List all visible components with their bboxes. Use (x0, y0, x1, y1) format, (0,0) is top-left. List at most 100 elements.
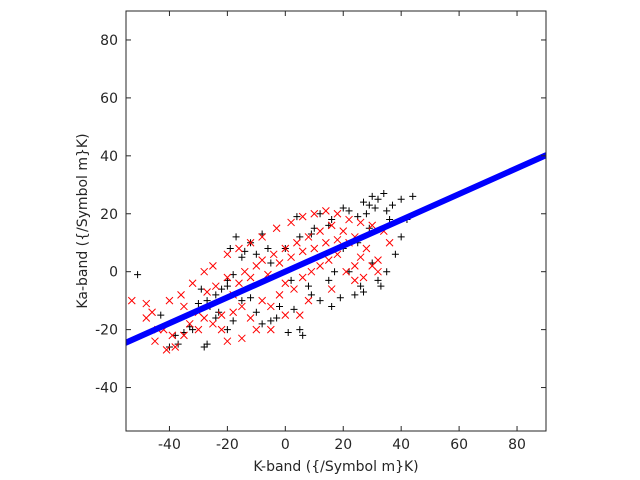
data-point (276, 302, 284, 310)
data-point (287, 218, 295, 227)
data-point (281, 311, 290, 319)
data-point (185, 319, 194, 328)
x-tick-label: -40 (158, 437, 181, 453)
y-tick-label: -20 (95, 323, 118, 339)
data-point (223, 250, 232, 259)
data-point (238, 334, 246, 343)
data-point (304, 233, 313, 241)
data-point (336, 294, 344, 302)
data-point (200, 267, 209, 276)
data-point (194, 325, 203, 334)
data-point (324, 256, 333, 264)
data-point (272, 224, 281, 233)
data-point (266, 325, 275, 334)
series-1 (127, 207, 394, 354)
data-point (127, 296, 136, 305)
data-point (316, 227, 324, 235)
data-point (327, 221, 336, 230)
data-point (188, 279, 197, 288)
data-point (377, 282, 385, 290)
data-point (380, 189, 388, 197)
data-point (360, 288, 368, 296)
data-point (307, 267, 316, 276)
fit-line (126, 152, 546, 346)
data-point (238, 297, 246, 305)
data-point (397, 233, 405, 241)
data-point (397, 195, 405, 203)
data-point (194, 300, 202, 308)
data-point (333, 209, 342, 218)
data-point (281, 279, 290, 288)
data-point (327, 285, 336, 293)
data-point (165, 296, 174, 305)
y-tick-label: -40 (95, 381, 118, 397)
data-point (290, 305, 298, 313)
data-point (304, 296, 313, 305)
data-point (360, 198, 368, 206)
data-point (200, 343, 208, 351)
data-point (267, 317, 275, 325)
data-point (328, 302, 336, 310)
data-point (275, 259, 284, 267)
data-point (339, 204, 347, 212)
data-point (362, 244, 371, 253)
data-point (217, 311, 226, 319)
data-point (290, 285, 298, 293)
data-point (252, 325, 261, 334)
data-point (316, 262, 324, 270)
data-point (391, 250, 399, 258)
data-point (284, 329, 292, 337)
data-point (322, 238, 330, 247)
data-point (168, 331, 177, 340)
data-point (211, 282, 220, 291)
data-point (203, 297, 211, 305)
data-point (304, 282, 312, 290)
y-tick-label: 80 (100, 33, 118, 49)
data-point (223, 273, 232, 282)
data-point (359, 273, 368, 282)
data-point (368, 192, 376, 200)
data-point (295, 311, 304, 319)
data-point (357, 282, 365, 290)
data-point (258, 320, 266, 328)
data-point (345, 207, 353, 215)
data-point (157, 311, 165, 319)
data-point (298, 212, 307, 221)
data-point (362, 210, 370, 218)
data-point (235, 244, 243, 253)
data-point (322, 207, 330, 215)
data-point (275, 291, 284, 299)
data-point (252, 308, 260, 316)
data-point (258, 256, 266, 264)
data-point (350, 262, 359, 270)
data-point (409, 192, 417, 200)
data-point (142, 299, 151, 308)
data-point (296, 326, 304, 334)
data-point (177, 291, 185, 299)
data-point (325, 276, 333, 284)
data-point (264, 245, 272, 253)
data-point (328, 216, 336, 224)
x-tick-label: 80 (508, 437, 526, 453)
data-point (258, 296, 266, 305)
data-point (180, 331, 188, 340)
data-point (350, 276, 359, 285)
data-point (238, 253, 246, 261)
x-axis-label: K-band ({/Symbol m}K) (253, 459, 418, 475)
data-point (342, 267, 350, 276)
data-point (356, 253, 365, 262)
data-point (293, 213, 301, 221)
y-tick-label: 40 (100, 149, 118, 165)
data-point (252, 250, 260, 258)
data-point (371, 204, 379, 212)
data-point (232, 233, 240, 241)
y-axis-label: Ka-band ({/Symbol m}K) (75, 133, 91, 308)
data-point (203, 340, 211, 348)
data-point (316, 297, 324, 305)
data-point (209, 319, 217, 328)
data-point (171, 343, 180, 351)
x-tick-label: 20 (334, 437, 352, 453)
data-point (266, 302, 275, 311)
x-tick-label: 40 (392, 437, 410, 453)
